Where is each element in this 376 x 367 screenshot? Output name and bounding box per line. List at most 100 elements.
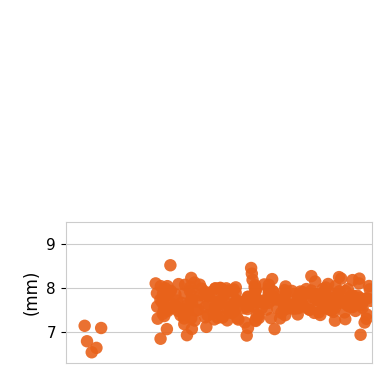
Point: [164, 326, 170, 332]
Point: [297, 288, 303, 294]
Point: [315, 298, 321, 304]
Point: [285, 302, 291, 308]
Point: [362, 296, 368, 302]
Point: [184, 302, 190, 308]
Point: [298, 296, 304, 302]
Point: [172, 291, 178, 297]
Point: [308, 273, 314, 279]
Point: [181, 316, 187, 321]
Point: [153, 280, 159, 286]
Point: [290, 291, 296, 297]
Point: [261, 297, 267, 303]
Point: [224, 317, 230, 323]
Point: [253, 287, 259, 292]
Point: [278, 310, 284, 316]
Point: [82, 323, 88, 329]
Point: [356, 276, 362, 281]
Point: [240, 305, 246, 311]
Point: [84, 338, 90, 344]
Point: [167, 289, 173, 295]
Point: [177, 312, 183, 318]
Point: [244, 333, 250, 338]
Point: [282, 294, 288, 300]
Point: [226, 288, 232, 294]
Point: [223, 303, 229, 309]
Point: [212, 306, 218, 312]
Point: [353, 298, 359, 304]
Point: [301, 291, 307, 297]
Point: [255, 299, 261, 305]
Point: [168, 301, 174, 306]
Point: [298, 294, 304, 300]
Point: [320, 305, 326, 311]
Point: [258, 298, 264, 304]
Point: [356, 280, 362, 286]
Point: [282, 287, 288, 293]
Point: [280, 296, 287, 302]
Point: [266, 291, 272, 297]
Point: [292, 306, 298, 312]
Point: [297, 299, 303, 305]
Point: [189, 326, 195, 332]
Point: [206, 293, 212, 299]
Point: [293, 302, 299, 308]
Point: [244, 306, 250, 312]
Point: [98, 325, 104, 331]
Point: [245, 294, 251, 300]
Point: [232, 306, 238, 312]
Point: [274, 305, 280, 311]
Point: [234, 315, 240, 321]
Point: [347, 297, 353, 302]
Point: [89, 349, 95, 355]
Point: [342, 309, 348, 315]
Point: [243, 301, 249, 307]
Point: [218, 285, 224, 291]
Point: [311, 310, 317, 316]
Point: [254, 312, 260, 318]
Point: [184, 332, 190, 338]
Point: [315, 302, 321, 308]
Point: [158, 336, 164, 342]
Point: [290, 304, 296, 310]
Point: [284, 301, 290, 306]
Point: [273, 297, 279, 302]
Point: [317, 292, 323, 298]
Point: [342, 316, 348, 322]
Point: [206, 302, 212, 308]
Point: [334, 301, 340, 306]
Point: [159, 299, 165, 305]
Point: [230, 305, 236, 311]
Point: [346, 302, 352, 308]
Point: [300, 289, 306, 295]
Point: [174, 298, 180, 304]
Point: [266, 290, 272, 296]
Point: [212, 305, 218, 311]
Point: [160, 311, 166, 317]
Point: [188, 297, 194, 303]
Point: [160, 300, 166, 306]
Point: [212, 286, 218, 291]
Point: [202, 304, 208, 310]
Point: [308, 294, 314, 300]
Point: [326, 299, 332, 305]
Point: [261, 281, 267, 287]
Point: [314, 292, 320, 298]
Point: [356, 295, 362, 301]
Point: [250, 303, 256, 309]
Point: [201, 293, 207, 299]
Point: [169, 305, 175, 311]
Point: [266, 290, 272, 296]
Point: [219, 287, 225, 292]
Point: [158, 297, 164, 302]
Point: [160, 291, 166, 297]
Point: [188, 315, 194, 321]
Point: [202, 315, 208, 320]
Point: [316, 296, 322, 302]
Point: [215, 315, 221, 321]
Point: [268, 297, 274, 303]
Point: [188, 275, 194, 281]
Point: [345, 286, 351, 292]
Point: [321, 297, 327, 303]
Point: [329, 302, 335, 308]
Point: [221, 292, 227, 298]
